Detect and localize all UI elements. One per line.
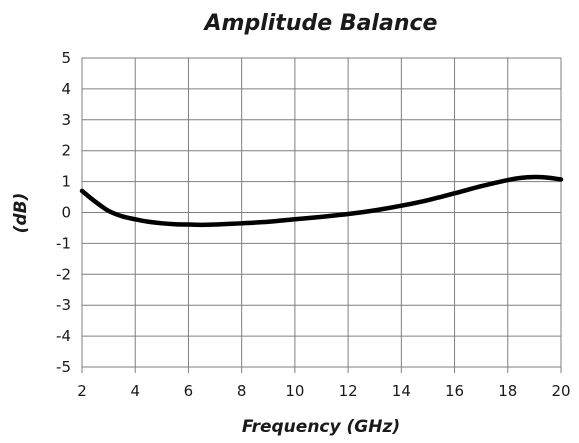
x-tick-label: 12 bbox=[339, 382, 358, 400]
amplitude-balance-line bbox=[79, 174, 564, 228]
x-tick-label: 16 bbox=[445, 382, 464, 400]
y-tick-label: 4 bbox=[61, 80, 71, 98]
y-tick-labels: 5 4 3 2 1 0 -1 -2 -3 -4 -5 bbox=[56, 49, 71, 376]
y-tick-label: -4 bbox=[56, 327, 71, 345]
y-axis-label: (dB) bbox=[11, 193, 31, 234]
y-tick-label: 3 bbox=[61, 111, 71, 129]
x-tick-label: 14 bbox=[392, 382, 411, 400]
y-tick-label: -3 bbox=[56, 296, 71, 314]
y-tick-label: 0 bbox=[61, 204, 71, 222]
x-tick-label: 4 bbox=[130, 382, 140, 400]
x-tick-label: 10 bbox=[285, 382, 304, 400]
x-tick-label: 6 bbox=[184, 382, 194, 400]
y-tick-label: -2 bbox=[56, 265, 71, 283]
x-tick-label: 18 bbox=[498, 382, 517, 400]
y-tick-label: 2 bbox=[61, 142, 71, 160]
x-tick-labels: 2 4 6 8 10 12 14 16 18 20 bbox=[77, 382, 570, 400]
plot-frame bbox=[81, 57, 562, 368]
x-tick-label: 8 bbox=[237, 382, 247, 400]
y-tick-label: -1 bbox=[56, 234, 71, 252]
chart-title: Amplitude Balance bbox=[203, 11, 438, 36]
y-tick-label: -5 bbox=[56, 358, 71, 376]
y-tick-label: 5 bbox=[61, 49, 71, 67]
x-tick-label: 2 bbox=[77, 382, 87, 400]
x-axis-label: Frequency (GHz) bbox=[242, 417, 400, 437]
x-tick-label: 20 bbox=[551, 382, 570, 400]
y-tick-label: 1 bbox=[61, 173, 71, 191]
